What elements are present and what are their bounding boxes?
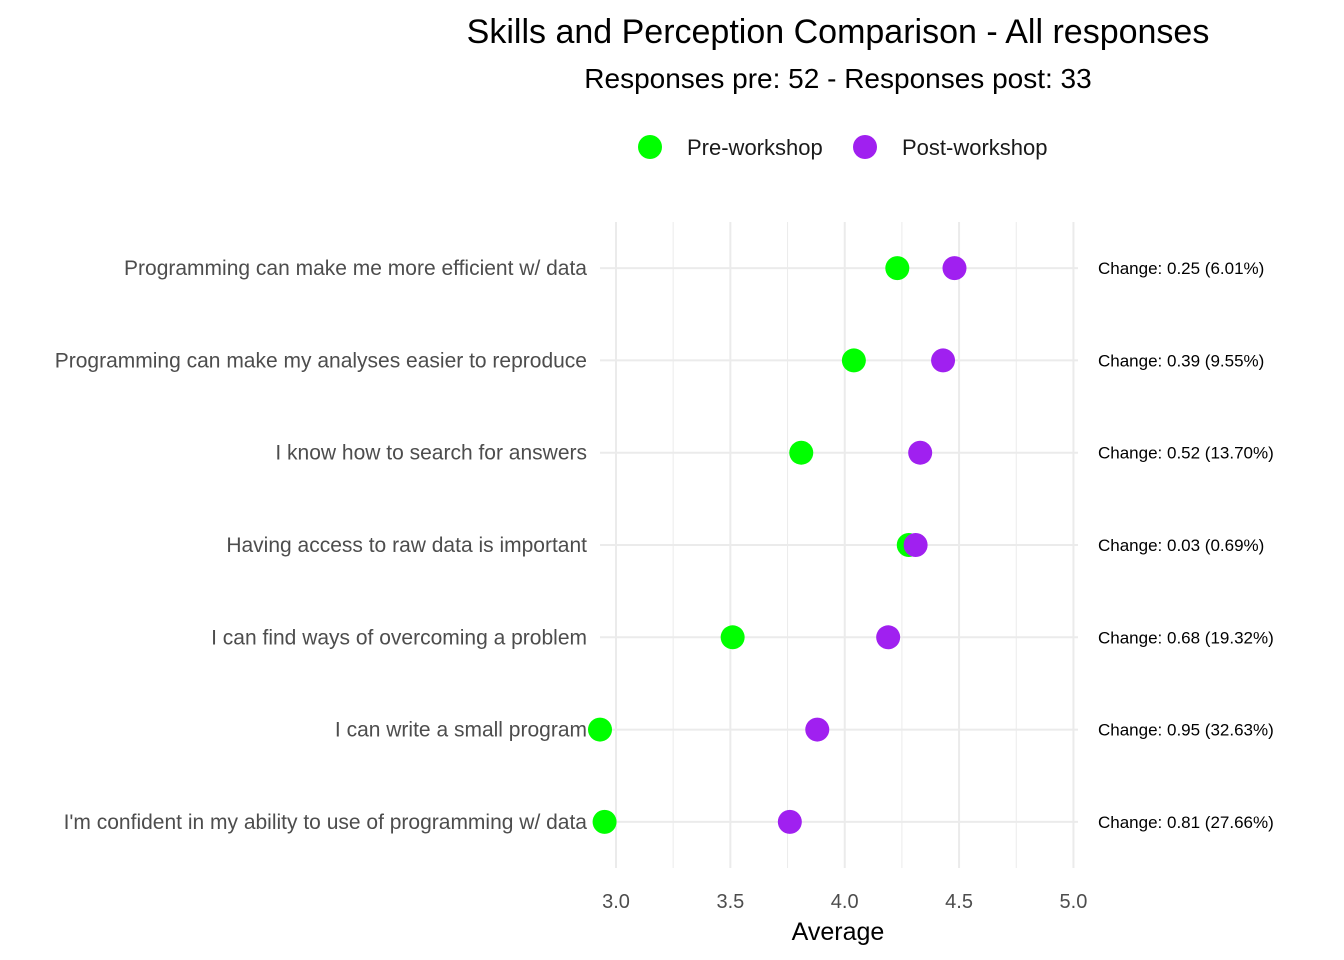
x-tick-label: 3.0 <box>602 891 630 913</box>
chart-subtitle: Responses pre: 52 - Responses post: 33 <box>584 63 1091 94</box>
change-annotation: Change: 0.03 (0.69%) <box>1098 536 1264 555</box>
change-annotation: Change: 0.95 (32.63%) <box>1098 721 1274 740</box>
change-annotation: Change: 0.68 (19.32%) <box>1098 628 1274 647</box>
x-tick-label: 4.5 <box>945 891 973 913</box>
post-workshop-point <box>908 440 933 465</box>
change-annotations: Change: 0.25 (6.01%) Change: 0.39 (9.55%)… <box>1098 259 1274 832</box>
x-tick-label: 5.0 <box>1060 891 1088 913</box>
pre-workshop-point <box>588 717 612 742</box>
legend-post-workshop-key <box>853 135 877 159</box>
legend-post-workshop-label: Post-workshop <box>902 135 1048 160</box>
pre-workshop-point <box>885 256 910 281</box>
post-workshop-point <box>931 348 956 373</box>
category-label: Programming can make me more efficient w… <box>124 257 587 280</box>
change-annotation: Change: 0.25 (6.01%) <box>1098 259 1264 278</box>
post-workshop-point <box>903 533 928 557</box>
x-axis: 3.0 3.5 4.0 4.5 5.0 <box>602 891 1087 913</box>
category-labels: Programming can make me more efficient w… <box>55 257 588 834</box>
pre-workshop-point <box>720 625 745 650</box>
grid-layer <box>600 222 1078 868</box>
x-tick-label: 4.0 <box>831 891 859 913</box>
pre-workshop-point <box>841 348 866 373</box>
legend-pre-workshop-key <box>638 135 662 159</box>
change-annotation: Change: 0.52 (13.70%) <box>1098 444 1274 463</box>
change-annotation: Change: 0.39 (9.55%) <box>1098 351 1264 370</box>
category-label: Programming can make my analyses easier … <box>55 349 587 372</box>
category-label: I can find ways of overcoming a problem <box>211 626 587 649</box>
chart-title: Skills and Perception Comparison - All r… <box>467 13 1210 51</box>
x-axis-title: Average <box>792 918 885 946</box>
change-annotation: Change: 0.81 (27.66%) <box>1098 813 1274 832</box>
pre-workshop-point <box>789 440 814 465</box>
category-label: I'm confident in my ability to use of pr… <box>64 811 588 834</box>
category-label: I can write a small program <box>335 719 587 742</box>
post-workshop-point <box>942 256 967 281</box>
x-tick-label: 3.5 <box>716 891 744 913</box>
post-workshop-point <box>777 809 802 834</box>
post-workshop-point <box>805 717 830 742</box>
category-label: I know how to search for answers <box>275 442 587 465</box>
legend-pre-workshop-label: Pre-workshop <box>687 135 823 160</box>
legend: Pre-workshop Post-workshop <box>638 135 1048 160</box>
category-label: Having access to raw data is important <box>226 534 587 557</box>
post-workshop-point <box>876 625 901 650</box>
marks-layer <box>588 256 967 834</box>
pre-workshop-point <box>592 809 617 834</box>
